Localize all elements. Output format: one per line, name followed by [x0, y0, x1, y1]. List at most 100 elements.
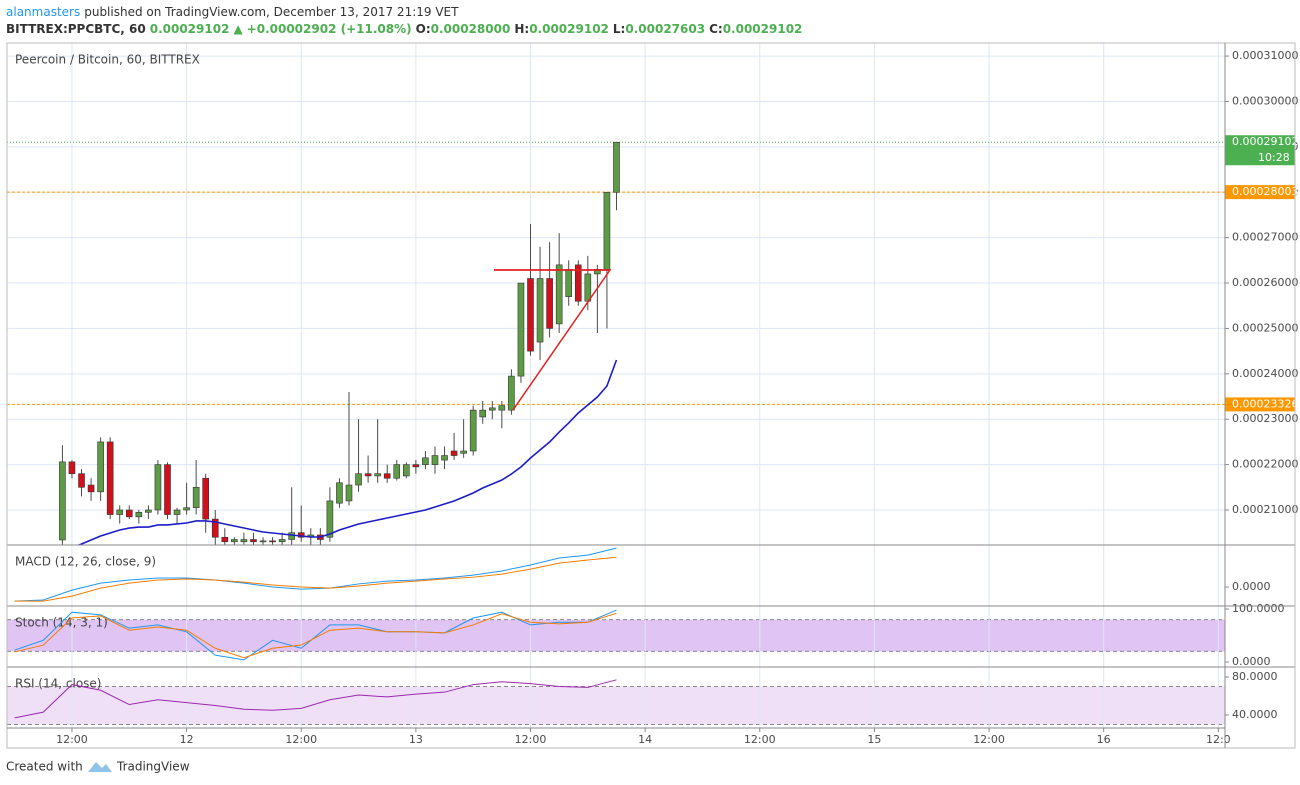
indicator-line: [14, 609, 617, 661]
y-tick-label: 0.00027000: [1232, 231, 1298, 244]
candle-body: [345, 484, 353, 502]
candle-body: [288, 532, 295, 540]
x-tick-label: 13: [409, 733, 423, 746]
ohlc-label: H:: [514, 22, 529, 36]
candle-body: [221, 536, 229, 543]
price-level-box: [1225, 135, 1295, 166]
candle-body: [106, 441, 114, 515]
candle-body: [555, 264, 563, 325]
candle-body: [527, 278, 534, 352]
candle-body: [259, 540, 267, 543]
candle-body: [374, 473, 381, 477]
x-tick-label: 12:0: [1206, 733, 1231, 746]
candle-body: [231, 539, 238, 543]
price-level-label: 0.00023326: [1232, 397, 1298, 410]
candle-body: [613, 141, 620, 193]
pane-title: RSI (14, close): [15, 677, 101, 691]
candle-body: [116, 509, 124, 515]
footer-brand[interactable]: TradingView: [116, 760, 190, 774]
candle-body: [250, 539, 257, 543]
candle-body: [403, 464, 410, 477]
candle-body: [78, 473, 85, 488]
y-tick-label: 0.00030000: [1232, 94, 1298, 107]
candle-body: [59, 461, 66, 541]
y-tick-label: 40.0000: [1232, 708, 1278, 721]
candle-body: [574, 264, 582, 302]
ohlc-label: O:: [416, 22, 431, 36]
candle-body: [469, 409, 477, 452]
ohlc-label: L:: [613, 22, 625, 36]
candle-body: [211, 518, 219, 538]
x-tick-label: 12:00: [744, 733, 776, 746]
x-tick-label: 12:00: [56, 733, 88, 746]
candle-body: [202, 477, 210, 520]
ohlc-value: 0.00029102: [529, 22, 609, 36]
published: published on TradingView.com, December 1…: [84, 5, 459, 19]
price-level-box: [1225, 397, 1295, 412]
author: alanmasters: [6, 5, 80, 19]
y-tick-label: 0.00021000: [1232, 503, 1298, 516]
band: [7, 619, 1225, 652]
candle-body: [164, 464, 171, 515]
candle-body: [364, 473, 372, 477]
x-tick-label: 12:00: [973, 733, 1005, 746]
candle-body: [422, 457, 429, 465]
y-tick-label: 100.0000: [1232, 602, 1285, 615]
candle-body: [125, 509, 133, 518]
ohlc-value: 0.00028000: [431, 22, 511, 36]
candle-body: [269, 540, 276, 543]
x-tick-label: 14: [638, 733, 652, 746]
logo: [88, 762, 112, 772]
x-tick-label: 12:00: [515, 733, 547, 746]
x-tick-label: 12: [180, 733, 194, 746]
y-tick-label: 0.0000: [1232, 655, 1271, 668]
candle-body: [441, 455, 448, 461]
y-tick-label: 0.00022000: [1232, 458, 1298, 471]
candle-body: [584, 273, 592, 302]
ohlc-value: 0.00027603: [625, 22, 705, 36]
pane-title: MACD (12, 26, close, 9): [15, 555, 156, 569]
x-tick-label: 12:00: [285, 733, 317, 746]
y-tick-label: 0.00023000: [1232, 412, 1298, 425]
candle-body: [336, 482, 343, 504]
candle-body: [479, 409, 487, 418]
frame: [6, 42, 1296, 749]
y-tick-label: 80.0000: [1232, 670, 1278, 683]
candle-body: [87, 484, 95, 493]
candle-body: [173, 509, 181, 515]
price-level-label: 0.00028003: [1232, 185, 1298, 198]
candle-body: [183, 507, 190, 511]
indicator-line: [14, 556, 617, 602]
candle-body: [97, 441, 104, 493]
quote-line: BITTREX:PPCBTC, 60 0.00029102 ▲ +0.00002902…: [6, 22, 802, 36]
indicator-line: [14, 679, 617, 719]
candle-body: [488, 407, 496, 411]
ohlc-label: C:: [709, 22, 723, 36]
candle-body: [192, 487, 200, 509]
candle-body: [393, 464, 401, 479]
y-tick-label: 0.00026000: [1232, 276, 1298, 289]
candle-body: [278, 539, 286, 543]
candle-body: [154, 464, 162, 511]
last: 0.00029102: [150, 22, 230, 36]
candle-body: [431, 455, 439, 465]
y-tick-label: 0.00025000: [1232, 321, 1298, 334]
candle-body: [355, 473, 362, 486]
candle-body: [546, 278, 553, 329]
header-line: alanmasters published on TradingView.com,…: [6, 5, 459, 19]
arrow: ▲: [233, 22, 243, 36]
candle-body: [135, 511, 143, 518]
symbol: BITTREX:PPCBTC, 60: [6, 22, 146, 36]
y-tick-label: 0.00024000: [1232, 367, 1298, 380]
y-tick-label: 0.00031000: [1232, 49, 1298, 62]
candle-body: [383, 473, 391, 479]
ohlc-value: 0.00029102: [723, 22, 803, 36]
x-tick-label: 16: [1097, 733, 1111, 746]
candle-body: [450, 450, 458, 456]
plot: 0.00021000 0.00022000 0.00023000 0.00024000…: [7, 43, 1298, 746]
ema-line: [77, 359, 618, 545]
price-level-box: [1225, 185, 1295, 200]
candle-body: [517, 282, 525, 377]
